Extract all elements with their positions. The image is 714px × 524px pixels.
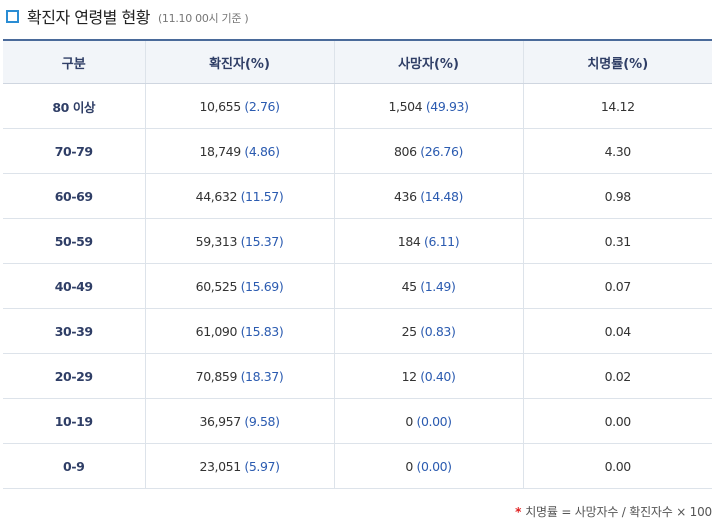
fatality-rate-cell: 0.00 (522, 398, 712, 444)
confirmed-cell: 10,655 (2.76) (144, 83, 334, 129)
deaths-count: 806 (394, 143, 417, 159)
table-row: 0-9 23,051 (5.97) 0 (0.00) 0.00 (3, 443, 712, 489)
age-group-cell: 70-79 (3, 128, 145, 174)
age-group-cell: 50-59 (3, 218, 145, 264)
fatality-rate-cell: 0.04 (522, 308, 712, 354)
deaths-cell: 184 (6.11) (333, 218, 523, 264)
confirmed-percent: (4.86) (244, 143, 280, 159)
confirmed-percent: (15.69) (240, 278, 284, 294)
deaths-cell: 806 (26.76) (333, 128, 523, 174)
age-group-cell: 0-9 (3, 443, 145, 489)
footnote-asterisk: * (515, 505, 522, 519)
confirmed-count: 23,051 (199, 458, 241, 474)
section-title: 확진자 연령별 현황 (11.10 00시 기준 ) (6, 4, 249, 28)
confirmed-count: 70,859 (195, 368, 238, 384)
table-row: 20-29 70,859 (18.37) 12 (0.40) 0.02 (3, 353, 712, 399)
deaths-percent: (0.83) (420, 323, 456, 339)
deaths-cell: 25 (0.83) (333, 308, 523, 354)
confirmed-count: 44,632 (195, 188, 238, 204)
table-row: 50-59 59,313 (15.37) 184 (6.11) 0.31 (3, 218, 712, 264)
deaths-count: 1,504 (388, 98, 423, 114)
confirmed-count: 61,090 (195, 323, 238, 339)
fatality-rate-cell: 4.30 (522, 128, 712, 174)
confirmed-count: 18,749 (199, 143, 241, 159)
square-bullet-icon (6, 9, 19, 23)
deaths-count: 184 (397, 233, 421, 249)
confirmed-cell: 23,051 (5.97) (144, 443, 334, 489)
deaths-count: 436 (394, 188, 417, 204)
column-header-deaths: 사망자(%) (333, 40, 523, 84)
age-stats-table: 구분 확진자(%) 사망자(%) 치명률(%) 80 이상 10,655 (2.7… (3, 39, 712, 489)
deaths-cell: 45 (1.49) (333, 263, 523, 309)
title-timestamp: (11.10 00시 기준 ) (157, 11, 249, 25)
confirmed-cell: 61,090 (15.83) (144, 308, 334, 354)
column-header-confirmed: 확진자(%) (144, 40, 334, 84)
confirmed-count: 59,313 (195, 233, 238, 249)
age-group-cell: 30-39 (3, 308, 145, 354)
fatality-footnote: * 치명률 = 사망자수 / 확진자수 × 100 (515, 503, 712, 520)
table-row: 70-79 18,749 (4.86) 806 (26.76) 4.30 (3, 128, 712, 174)
deaths-cell: 0 (0.00) (333, 398, 523, 444)
confirmed-percent: (18.37) (240, 368, 284, 384)
deaths-count: 25 (401, 323, 418, 339)
deaths-percent: (0.00) (416, 458, 452, 474)
deaths-cell: 0 (0.00) (333, 443, 523, 489)
deaths-count: 45 (401, 278, 418, 294)
confirmed-cell: 70,859 (18.37) (144, 353, 334, 399)
column-header-age: 구분 (3, 40, 145, 84)
fatality-rate-cell: 0.07 (522, 263, 712, 309)
table-row: 10-19 36,957 (9.58) 0 (0.00) 0.00 (3, 398, 712, 444)
fatality-rate-cell: 0.31 (522, 218, 712, 264)
fatality-rate-cell: 0.02 (522, 353, 712, 399)
confirmed-percent: (9.58) (244, 413, 280, 429)
confirmed-cell: 36,957 (9.58) (144, 398, 334, 444)
deaths-percent: (1.49) (420, 278, 456, 294)
fatality-rate-cell: 14.12 (522, 83, 712, 129)
deaths-count: 0 (405, 413, 413, 429)
deaths-percent: (26.76) (420, 143, 463, 159)
deaths-percent: (6.11) (424, 233, 460, 249)
deaths-count: 12 (401, 368, 418, 384)
confirmed-count: 10,655 (199, 98, 241, 114)
fatality-rate-cell: 0.00 (522, 443, 712, 489)
column-header-fatality: 치명률(%) (522, 40, 712, 84)
confirmed-cell: 59,313 (15.37) (144, 218, 334, 264)
confirmed-count: 60,525 (195, 278, 238, 294)
deaths-percent: (49.93) (425, 98, 469, 114)
deaths-cell: 12 (0.40) (333, 353, 523, 399)
confirmed-cell: 18,749 (4.86) (144, 128, 334, 174)
confirmed-percent: (5.97) (244, 458, 280, 474)
age-group-cell: 10-19 (3, 398, 145, 444)
confirmed-percent: (11.57) (240, 188, 284, 204)
age-group-cell: 40-49 (3, 263, 145, 309)
confirmed-percent: (2.76) (244, 98, 280, 114)
confirmed-cell: 60,525 (15.69) (144, 263, 334, 309)
table-header-row: 구분 확진자(%) 사망자(%) 치명률(%) (3, 40, 712, 84)
deaths-percent: (14.48) (420, 188, 463, 204)
deaths-count: 0 (405, 458, 413, 474)
confirmed-cell: 44,632 (11.57) (144, 173, 334, 219)
confirmed-percent: (15.37) (240, 233, 284, 249)
table-body: 80 이상 10,655 (2.76) 1,504 (49.93) 14.12 70-7… (3, 83, 712, 489)
page-title: 확진자 연령별 현황 (27, 8, 150, 27)
deaths-cell: 1,504 (49.93) (333, 83, 523, 129)
table-row: 60-69 44,632 (11.57) 436 (14.48) 0.98 (3, 173, 712, 219)
table-row: 30-39 61,090 (15.83) 25 (0.83) 0.04 (3, 308, 712, 354)
footnote-text: 치명률 = 사망자수 / 확진자수 × 100 (525, 505, 712, 519)
table-row: 80 이상 10,655 (2.76) 1,504 (49.93) 14.12 (3, 83, 712, 129)
deaths-percent: (0.40) (420, 368, 456, 384)
age-group-cell: 80 이상 (3, 83, 145, 129)
deaths-percent: (0.00) (416, 413, 452, 429)
confirmed-count: 36,957 (199, 413, 241, 429)
age-group-cell: 20-29 (3, 353, 145, 399)
deaths-cell: 436 (14.48) (333, 173, 523, 219)
fatality-rate-cell: 0.98 (522, 173, 712, 219)
age-group-cell: 60-69 (3, 173, 145, 219)
table-row: 40-49 60,525 (15.69) 45 (1.49) 0.07 (3, 263, 712, 309)
confirmed-percent: (15.83) (240, 323, 284, 339)
